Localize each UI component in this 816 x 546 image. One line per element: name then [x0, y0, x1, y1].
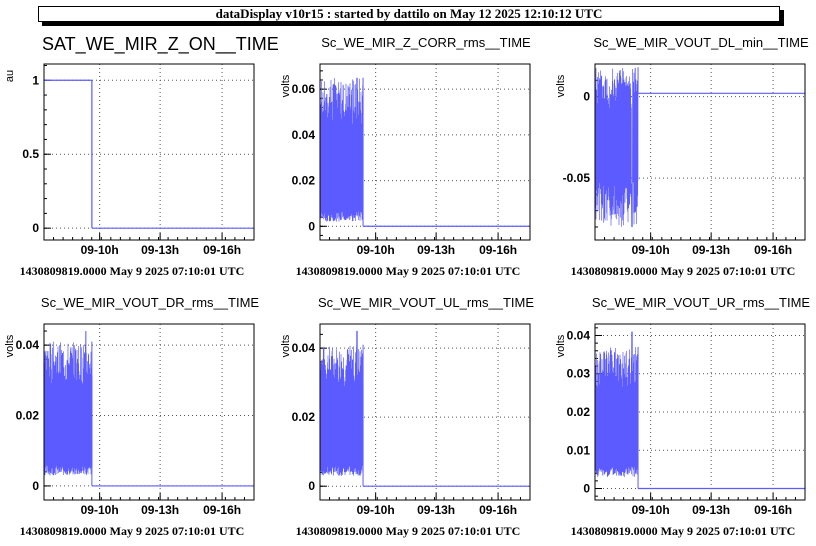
x-tick-label: 09-13h	[141, 503, 179, 517]
chart-title: Sc_WE_MIR_VOUT_UL_rms__TIME	[318, 295, 534, 310]
y-axis-label: au	[4, 70, 16, 82]
chart-footer: 1430809819.0000 May 9 2025 07:10:01 UTC	[296, 264, 521, 278]
y-axis-label: volts	[4, 334, 16, 357]
chart-footer: 1430809819.0000 May 9 2025 07:10:01 UTC	[571, 264, 796, 278]
x-tick-label: 09-16h	[754, 503, 792, 517]
y-tick-label: 0.04	[567, 328, 591, 342]
y-tick-label: 0.03	[567, 367, 591, 381]
series-signal	[594, 67, 639, 227]
plot-frame	[319, 323, 531, 501]
x-tick-label: 09-16h	[754, 243, 792, 257]
y-tick-label: -0.05	[563, 171, 591, 185]
chart-title: SAT_WE_MIR_Z_ON__TIME	[42, 34, 279, 55]
x-tick-label: 09-13h	[417, 503, 455, 517]
y-tick-label: 0.04	[292, 128, 316, 142]
chart-title: Sc_WE_MIR_VOUT_DR_rms__TIME	[41, 295, 259, 310]
page-header: dataDisplay v10r15 : started by dattilo …	[38, 6, 780, 22]
chart-title: Sc_WE_MIR_Z_CORR_rms__TIME	[321, 35, 531, 50]
x-tick-label: 09-16h	[479, 503, 517, 517]
chart-title: Sc_WE_MIR_VOUT_UR_rms__TIME	[592, 295, 810, 310]
x-tick-label: 09-16h	[203, 503, 241, 517]
y-tick-label: 0	[32, 479, 39, 493]
y-tick-label: 0.04	[16, 338, 40, 352]
y-tick-label: 0.02	[16, 409, 40, 423]
y-tick-label: 0.02	[292, 410, 316, 424]
chart-footer: 1430809819.0000 May 9 2025 07:10:01 UTC	[20, 264, 245, 278]
chart-title: Sc_WE_MIR_VOUT_DL_min__TIME	[593, 35, 809, 50]
y-axis-label: volts	[280, 74, 292, 97]
chart-footer: 1430809819.0000 May 9 2025 07:10:01 UTC	[20, 524, 245, 538]
series-signal	[594, 331, 639, 478]
y-tick-label: 0	[308, 479, 315, 493]
y-tick-label: 0	[583, 482, 590, 496]
y-tick-label: 0	[308, 219, 315, 233]
y-tick-label: 0.5	[22, 147, 39, 161]
plot-frame	[43, 63, 255, 241]
x-tick-label: 09-13h	[417, 243, 455, 257]
x-tick-label: 09-16h	[203, 243, 241, 257]
y-tick-label: 0.06	[292, 82, 316, 96]
y-tick-label: 1	[32, 73, 39, 87]
series-signal	[43, 331, 93, 476]
plot-frame	[594, 323, 806, 501]
y-axis-label: volts	[280, 334, 292, 357]
x-tick-label: 09-10h	[632, 503, 670, 517]
x-tick-label: 09-16h	[479, 243, 517, 257]
y-tick-label: 0	[32, 221, 39, 235]
y-axis-label: volts	[555, 74, 567, 97]
x-tick-label: 09-10h	[357, 243, 395, 257]
x-tick-label: 09-13h	[141, 243, 179, 257]
y-tick-label: 0.02	[567, 405, 591, 419]
x-tick-label: 09-10h	[632, 243, 670, 257]
series-signal	[319, 330, 364, 476]
x-tick-label: 09-13h	[692, 243, 730, 257]
plot-frame	[319, 63, 531, 241]
plot-frame	[43, 323, 255, 501]
y-tick-label: 0.04	[292, 341, 316, 355]
y-tick-label: 0.01	[567, 443, 591, 457]
y-tick-label: 0.02	[292, 174, 316, 188]
plot-frame	[594, 63, 806, 241]
chart-footer: 1430809819.0000 May 9 2025 07:10:01 UTC	[571, 524, 796, 538]
x-tick-label: 09-10h	[81, 243, 119, 257]
y-axis-label: volts	[555, 334, 567, 357]
y-tick-label: 0	[583, 90, 590, 104]
series-signal	[319, 77, 364, 222]
x-tick-label: 09-13h	[692, 503, 730, 517]
chart-footer: 1430809819.0000 May 9 2025 07:10:01 UTC	[296, 524, 521, 538]
x-tick-label: 09-10h	[357, 503, 395, 517]
x-tick-label: 09-10h	[81, 503, 119, 517]
